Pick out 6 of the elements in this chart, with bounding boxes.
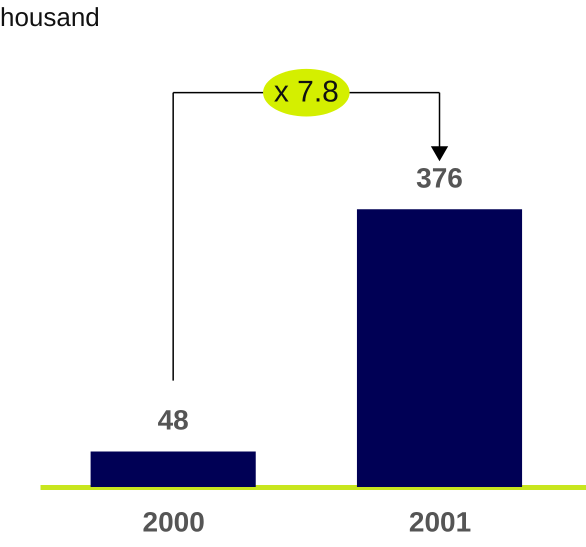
- data-label: 376: [416, 162, 463, 194]
- text: housand: [0, 2, 100, 32]
- data-label: 48: [158, 404, 189, 436]
- x-tick-label: 2001: [408, 506, 472, 538]
- text: x 7.8: [274, 76, 339, 109]
- x-tick-label: 2000: [142, 506, 205, 538]
